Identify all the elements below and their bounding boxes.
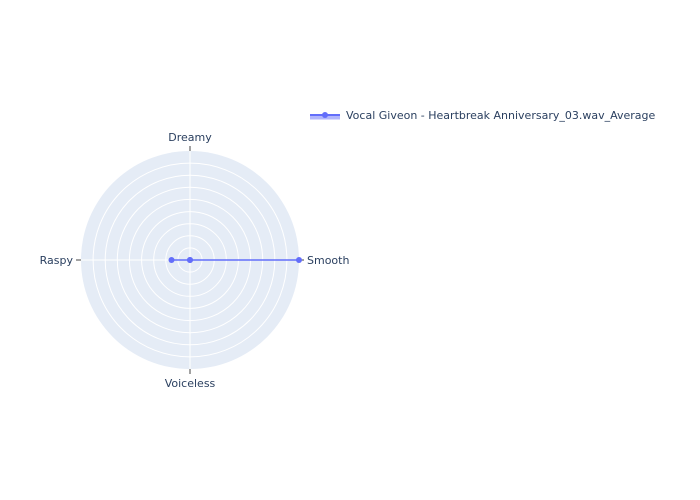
legend-label: Vocal Giveon - Heartbreak Anniversary_03… — [346, 109, 655, 122]
angular-axis: Smooth Dreamy Raspy Voiceless — [40, 131, 350, 390]
legend-swatch — [310, 112, 340, 120]
axis-label-raspy: Raspy — [40, 254, 74, 267]
data-point-voiceless[interactable] — [187, 257, 193, 263]
series-layer — [168, 257, 302, 263]
legend[interactable]: Vocal Giveon - Heartbreak Anniversary_03… — [310, 109, 655, 122]
axis-label-smooth: Smooth — [307, 254, 349, 267]
axis-label-voiceless: Voiceless — [165, 377, 216, 390]
data-point-smooth[interactable] — [296, 257, 302, 263]
data-point-raspy[interactable] — [168, 257, 175, 263]
axis-label-dreamy: Dreamy — [168, 131, 212, 144]
